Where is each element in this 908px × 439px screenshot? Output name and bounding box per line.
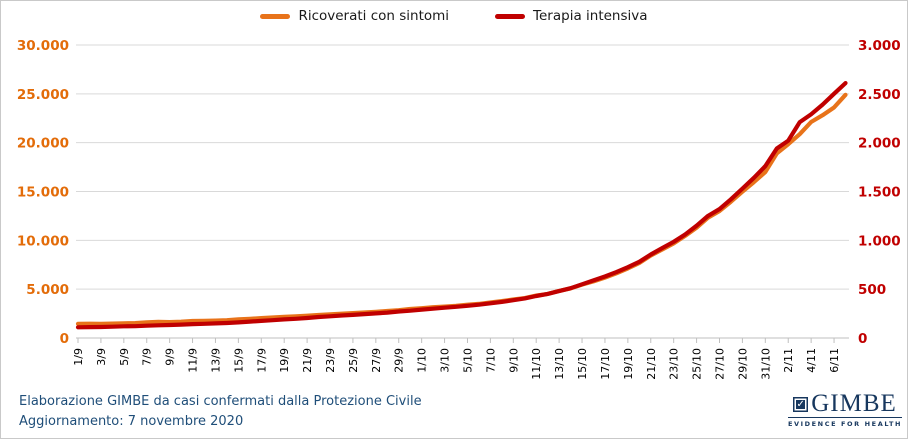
gimbe-logo-row: ✓ GIMBE bbox=[793, 390, 897, 417]
x-axis-tick-label: 21/10 bbox=[645, 348, 658, 380]
gimbe-logo: ✓ GIMBE EVIDENCE FOR HEALTH bbox=[787, 391, 903, 428]
x-axis-tick-label: 1/10 bbox=[416, 348, 429, 373]
source-note: Elaborazione GIMBE da casi confermati da… bbox=[19, 392, 422, 432]
x-axis-tick-label: 29/9 bbox=[393, 348, 406, 373]
gimbe-grid-icon: ✓ bbox=[793, 396, 809, 412]
right-axis-tick-label: 500 bbox=[858, 282, 886, 298]
x-axis-tick-label: 11/10 bbox=[530, 348, 543, 380]
x-axis-tick-label: 25/10 bbox=[691, 348, 704, 380]
x-axis-tick-label: 21/9 bbox=[301, 348, 314, 373]
x-axis-tick-label: 5/9 bbox=[118, 348, 131, 366]
series-line-terapia-intensiva bbox=[75, 80, 848, 330]
left-axis-tick-label: 5.000 bbox=[26, 282, 69, 298]
x-axis-tick-label: 7/9 bbox=[141, 348, 154, 366]
right-axis-tick-label: 2.500 bbox=[858, 87, 901, 103]
x-axis-tick-label: 15/10 bbox=[576, 348, 589, 380]
source-note-line1: Elaborazione GIMBE da casi confermati da… bbox=[19, 394, 422, 409]
left-axis-tick-label: 25.000 bbox=[17, 87, 69, 103]
right-axis-tick-label: 1.500 bbox=[858, 185, 901, 201]
x-axis-tick-label: 9/10 bbox=[507, 348, 520, 373]
right-axis-tick-label: 3.000 bbox=[858, 38, 901, 54]
update-date-line: Aggiornamento: 7 novembre 2020 bbox=[19, 414, 244, 429]
x-axis-tick-label: 19/9 bbox=[278, 348, 291, 373]
x-axis-tick-label: 3/9 bbox=[95, 348, 108, 366]
x-axis-tick-label: 6/11 bbox=[828, 348, 841, 373]
x-axis-tick-label: 17/9 bbox=[255, 348, 268, 373]
legend-item-terapia: Terapia intensiva bbox=[495, 8, 648, 24]
left-axis-tick-label: 10.000 bbox=[17, 233, 69, 249]
x-axis-tick-label: 5/10 bbox=[461, 348, 474, 373]
x-axis-tick-label: 25/9 bbox=[347, 348, 360, 373]
x-axis-tick-label: 27/10 bbox=[713, 348, 726, 380]
gimbe-tagline: EVIDENCE FOR HEALTH bbox=[787, 417, 903, 428]
x-axis-tick-label: 13/9 bbox=[209, 348, 222, 373]
legend-item-ricoverati: Ricoverati con sintomi bbox=[260, 8, 449, 24]
x-axis-tick-label: 19/10 bbox=[622, 348, 635, 380]
x-axis-tick-label: 13/10 bbox=[553, 348, 566, 380]
right-axis-tick-label: 0 bbox=[858, 331, 867, 347]
left-axis-tick-label: 15.000 bbox=[17, 185, 69, 201]
chart-legend: Ricoverati con sintomi Terapia intensiva bbox=[1, 8, 907, 24]
x-axis-tick-label: 2/11 bbox=[782, 348, 795, 373]
x-axis-tick-label: 1/9 bbox=[72, 348, 85, 366]
x-axis-tick-label: 23/9 bbox=[324, 348, 337, 373]
legend-swatch-ricoverati-icon bbox=[260, 13, 291, 19]
legend-label-terapia: Terapia intensiva bbox=[533, 8, 648, 24]
x-axis-tick-label: 27/9 bbox=[370, 348, 383, 373]
x-axis-tick-label: 23/10 bbox=[668, 348, 681, 380]
x-axis-tick-label: 7/10 bbox=[484, 348, 497, 373]
x-axis-tick-label: 11/9 bbox=[187, 348, 200, 373]
x-axis-tick-label: 4/11 bbox=[805, 348, 818, 373]
left-axis-tick-label: 0 bbox=[60, 331, 69, 347]
x-axis-tick-label: 17/10 bbox=[599, 348, 612, 380]
left-axis-tick-label: 30.000 bbox=[17, 38, 69, 54]
legend-swatch-terapia-icon bbox=[495, 13, 526, 19]
x-axis-tick-label: 31/10 bbox=[759, 348, 772, 380]
left-axis-tick-label: 20.000 bbox=[17, 136, 69, 152]
x-axis-tick-label: 15/9 bbox=[232, 348, 245, 373]
gimbe-logo-text: GIMBE bbox=[811, 390, 897, 417]
right-axis-tick-label: 1.000 bbox=[858, 233, 901, 249]
right-axis-tick-label: 2.000 bbox=[858, 136, 901, 152]
legend-label-ricoverati: Ricoverati con sintomi bbox=[298, 8, 450, 24]
x-axis-tick-label: 9/9 bbox=[164, 348, 177, 366]
x-axis-tick-label: 3/10 bbox=[439, 348, 452, 373]
x-axis-tick-label: 29/10 bbox=[736, 348, 749, 380]
